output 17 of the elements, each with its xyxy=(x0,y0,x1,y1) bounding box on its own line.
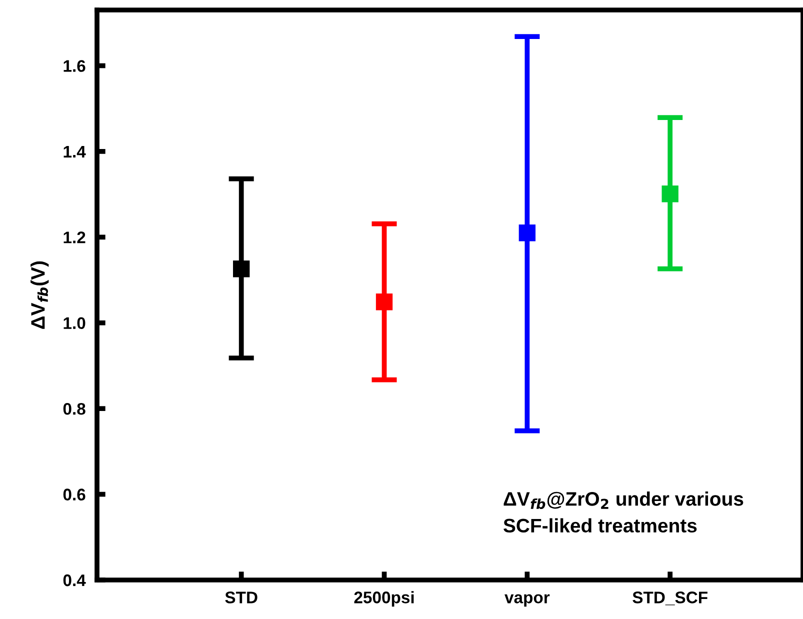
y-tick-label: 1.2 xyxy=(64,232,86,244)
point xyxy=(518,224,536,242)
y-tick-label: 1.6 xyxy=(64,60,86,72)
point xyxy=(662,186,678,202)
y-tick-label: 1.0 xyxy=(64,317,86,330)
x-tick-label: STD xyxy=(225,592,258,604)
x-tick-label: STD_SCF xyxy=(632,592,708,606)
y-tick-label: 1.4 xyxy=(64,146,86,158)
point xyxy=(376,294,393,310)
y-tick-label: 0.6 xyxy=(63,488,86,500)
y-axis-title: ΔV$_{fb}$(V) xyxy=(30,261,49,329)
point xyxy=(233,260,250,278)
annotation: ΔV$_{fb}$@ZrO$_{2}$ under various SCF-liked treatments xyxy=(504,492,744,533)
y-tick-label: 0.4 xyxy=(63,574,86,586)
x-tick-label: vapor xyxy=(504,594,550,607)
y-tick-label: 0.8 xyxy=(63,402,86,415)
x-tick-label: 2500psi xyxy=(354,591,414,607)
